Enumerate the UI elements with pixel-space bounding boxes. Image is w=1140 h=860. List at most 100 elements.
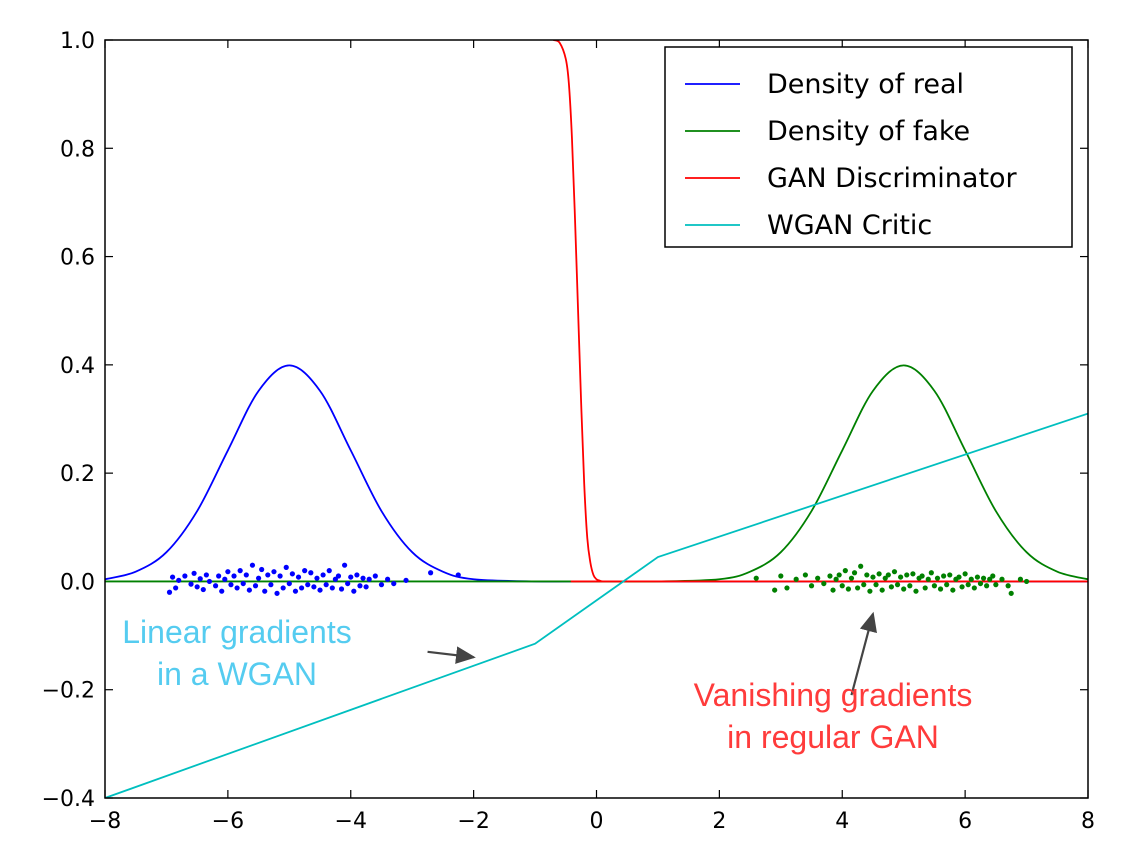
sample-point (888, 584, 895, 590)
sample-point (855, 585, 861, 591)
x-tick-label: −8 (89, 809, 121, 834)
legend-label: WGAN Critic (767, 210, 932, 241)
sample-point (977, 580, 984, 587)
x-tick-label: 8 (1081, 809, 1095, 834)
sample-point (188, 581, 194, 587)
sample-point (821, 580, 827, 587)
y-axis: −0.4 −0.2 0.0 0.2 0.4 0.6 0.8 1.0 (42, 29, 1088, 812)
sample-point (274, 590, 280, 596)
sample-point (922, 585, 928, 591)
y-tick-label: −0.2 (42, 679, 95, 704)
x-tick-label: −2 (457, 809, 489, 834)
sample-point (753, 575, 759, 581)
sample-point (891, 569, 898, 575)
sample-point (858, 563, 864, 569)
sample-point (980, 575, 987, 581)
sample-point (332, 576, 338, 582)
sample-point (292, 588, 299, 594)
sample-point (317, 587, 323, 593)
sample-point (311, 584, 317, 590)
legend-label: GAN Discriminator (767, 163, 1018, 194)
sample-point (907, 583, 913, 589)
sample-point (833, 576, 839, 582)
sample-point (839, 583, 845, 589)
sample-point (827, 573, 833, 579)
sample-point (255, 575, 262, 581)
sample-point (219, 588, 225, 594)
sample-point (351, 588, 357, 594)
sample-point (194, 584, 200, 590)
sample-point (302, 568, 308, 574)
sample-point (299, 585, 305, 591)
series-line-2 (553, 40, 1088, 583)
x-tick-label: −6 (212, 809, 244, 834)
sample-point (962, 571, 968, 577)
sample-point (879, 587, 885, 593)
sample-point (947, 572, 953, 578)
sample-point (990, 573, 996, 579)
sample-point (203, 572, 209, 578)
sample-point (793, 576, 799, 582)
sample-point (206, 578, 213, 585)
series-line-3 (105, 412, 1088, 798)
sample-point (934, 575, 941, 581)
x-tick-label: 4 (835, 809, 849, 834)
sample-point (225, 569, 231, 575)
sample-point (268, 582, 274, 588)
sample-point (335, 573, 342, 579)
sample-point (937, 586, 944, 592)
sample-point (176, 577, 182, 583)
sample-point (286, 580, 292, 587)
sample-point (772, 587, 778, 593)
x-tick-label: 0 (590, 809, 604, 834)
sample-point (987, 576, 993, 582)
annotation-text: Linear gradients (122, 614, 351, 650)
sample-point (385, 576, 391, 582)
sample-point (228, 582, 234, 588)
sample-point (280, 585, 286, 591)
sample-point (1017, 576, 1024, 582)
sample-point (1008, 590, 1014, 596)
sample-point (965, 582, 971, 588)
y-tick-label: 0.4 (60, 354, 95, 379)
sample-point (993, 582, 999, 588)
sample-point (959, 584, 965, 590)
sample-point (237, 568, 243, 574)
annotation-arrow (427, 646, 476, 664)
sample-point (345, 580, 351, 587)
sample-point (815, 575, 821, 581)
sample-point (876, 571, 882, 577)
sample-point (372, 573, 378, 579)
sample-point (182, 573, 188, 579)
y-tick-label: 1.0 (60, 29, 95, 54)
sample-point (898, 574, 904, 580)
sample-points (166, 562, 1030, 596)
y-tick-label: 0.0 (60, 570, 95, 595)
sample-point (848, 575, 855, 581)
sample-point (289, 571, 295, 577)
sample-point (366, 576, 372, 582)
sample-point (913, 588, 919, 594)
legend: Density of real Density of fake GAN Discri… (664, 46, 1073, 248)
sample-point (802, 572, 808, 578)
sample-point (243, 572, 249, 578)
sample-point (784, 585, 790, 591)
sample-point (240, 580, 246, 587)
sample-point (191, 570, 197, 576)
sample-point (808, 583, 815, 589)
sample-point (928, 570, 934, 576)
sample-point (326, 568, 332, 574)
sample-point (252, 583, 259, 589)
sample-point (904, 572, 910, 578)
sample-point (861, 582, 867, 588)
sample-point (360, 575, 366, 581)
sample-point (882, 575, 888, 581)
sample-point (950, 587, 956, 593)
sample-point (971, 585, 977, 591)
sample-point (314, 575, 320, 581)
sample-point (984, 583, 990, 589)
legend-box (664, 46, 1073, 248)
sample-point (894, 582, 901, 588)
sample-point (830, 587, 836, 593)
